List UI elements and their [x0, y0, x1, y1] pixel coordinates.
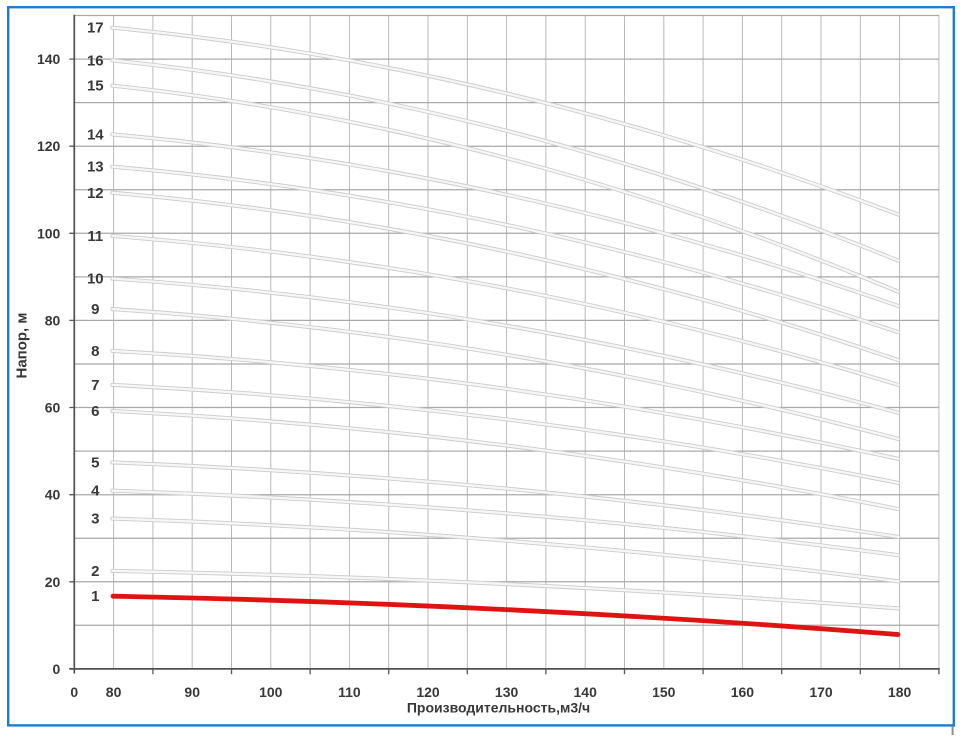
- svg-text:100: 100: [37, 225, 61, 241]
- svg-text:11: 11: [87, 228, 103, 245]
- svg-text:20: 20: [45, 574, 61, 590]
- svg-text:90: 90: [184, 684, 200, 700]
- svg-text:8: 8: [91, 343, 99, 360]
- svg-text:13: 13: [87, 159, 104, 176]
- svg-text:3: 3: [91, 511, 99, 528]
- svg-text:160: 160: [731, 684, 755, 700]
- svg-text:0: 0: [70, 684, 78, 700]
- svg-text:110: 110: [338, 684, 361, 700]
- svg-text:9: 9: [91, 301, 99, 318]
- svg-text:15: 15: [87, 78, 104, 95]
- svg-text:12: 12: [87, 185, 104, 202]
- svg-text:14: 14: [87, 126, 104, 143]
- svg-text:Производительность,м3/ч: Производительность,м3/ч: [407, 700, 590, 716]
- svg-text:10: 10: [87, 271, 104, 288]
- svg-text:100: 100: [259, 684, 283, 700]
- svg-text:150: 150: [652, 684, 676, 700]
- svg-text:17: 17: [87, 20, 104, 37]
- svg-text:1: 1: [91, 588, 99, 605]
- svg-text:80: 80: [45, 312, 61, 328]
- svg-text:80: 80: [106, 684, 122, 700]
- svg-text:60: 60: [45, 400, 61, 416]
- svg-text:170: 170: [809, 684, 833, 700]
- svg-text:140: 140: [37, 51, 61, 67]
- svg-text:0: 0: [53, 661, 61, 677]
- svg-text:5: 5: [91, 454, 99, 471]
- svg-text:4: 4: [91, 483, 100, 500]
- svg-text:130: 130: [495, 684, 519, 700]
- svg-text:16: 16: [87, 52, 104, 69]
- svg-text:40: 40: [45, 487, 61, 503]
- svg-text:Напор, м: Напор, м: [14, 313, 31, 379]
- svg-text:140: 140: [574, 684, 598, 700]
- svg-text:7: 7: [91, 377, 99, 394]
- svg-text:120: 120: [416, 684, 440, 700]
- svg-text:6: 6: [91, 403, 99, 420]
- svg-text:120: 120: [37, 138, 61, 154]
- svg-text:2: 2: [91, 563, 99, 580]
- svg-text:180: 180: [888, 684, 912, 700]
